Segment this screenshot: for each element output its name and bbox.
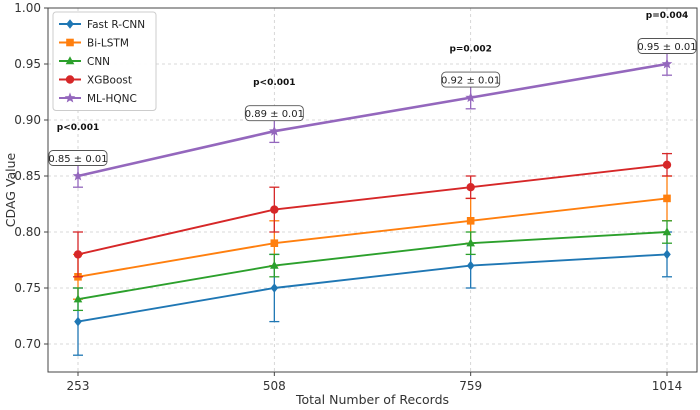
data-point	[270, 239, 279, 247]
series-layer	[72, 52, 673, 356]
data-point	[466, 217, 475, 225]
plot-frame	[47, 7, 698, 373]
data-point	[662, 227, 672, 236]
annotation-layer: 0.85 ± 0.01 p<0.001 0.89 ± 0.01 p<0.001 0.92…	[48, 11, 697, 166]
legend-marker	[64, 92, 76, 103]
p-value-label: p<0.001	[253, 78, 295, 88]
data-point	[466, 183, 475, 192]
series-line	[77, 231, 668, 301]
series-line	[77, 62, 668, 178]
legend-label: XGBoost	[87, 75, 132, 87]
annotation-box	[441, 71, 501, 88]
legend-marker	[66, 19, 74, 29]
series-line	[77, 163, 668, 256]
y-tick-label: 0.85	[14, 169, 41, 183]
data-point	[72, 170, 84, 181]
tick-layer: 0.70 0.75 0.80 0.85 0.90 0.95 1.00 253 508 759 101…	[14, 1, 682, 393]
value-annotation: 0.92 ± 0.01	[441, 71, 501, 88]
data-point	[465, 92, 476, 103]
annotation-box	[637, 38, 697, 54]
legend-item: CNN	[59, 56, 110, 68]
series-xgboost	[73, 152, 672, 278]
legend: Fast R-CNN Bi-LSTM CNN XGBoost ML-HQNC	[52, 11, 157, 111]
value-annotation: 0.95 ± 0.01	[637, 38, 697, 54]
data-point	[269, 125, 280, 136]
data-point	[74, 316, 82, 327]
legend-item: ML-HQNC	[59, 92, 137, 105]
data-point	[661, 58, 673, 69]
legend-label: CNN	[87, 56, 110, 68]
legend-item: Bi-LSTM	[59, 38, 129, 50]
legend-item: Fast R-CNN	[59, 19, 145, 31]
data-point	[662, 160, 672, 169]
legend-marker	[65, 56, 75, 65]
series-line	[77, 197, 668, 278]
annotation-box	[244, 105, 304, 122]
data-point	[466, 260, 475, 271]
legend-label: ML-HQNC	[87, 93, 137, 105]
p-value-label: p=0.002	[449, 45, 491, 55]
x-tick-label: 508	[263, 379, 286, 393]
annotation-box	[48, 150, 108, 166]
value-annotation: 0.85 ± 0.01	[48, 150, 108, 166]
legend-item: XGBoost	[59, 75, 132, 87]
x-tick-label: 759	[459, 379, 482, 393]
data-point	[270, 260, 279, 269]
series-line	[77, 253, 668, 323]
legend-box	[52, 11, 157, 111]
data-point	[73, 294, 83, 303]
data-point	[270, 205, 279, 214]
x-tick-label: 253	[67, 379, 90, 393]
series-fast-r-cnn	[73, 231, 672, 356]
value-annotation: 0.89 ± 0.01	[244, 105, 304, 122]
series-cnn	[73, 220, 672, 312]
data-point	[466, 238, 475, 247]
annotation-label: 0.95 ± 0.01	[637, 42, 696, 53]
x-tick-label: 1014	[652, 379, 683, 393]
data-point	[663, 249, 671, 260]
legend-label: Bi-LSTM	[87, 38, 129, 50]
data-point	[663, 194, 671, 203]
legend-marker	[65, 75, 75, 84]
y-tick-label: 0.70	[14, 337, 41, 351]
y-axis-title: CDAG Value	[3, 152, 18, 227]
y-tick-label: 0.80	[14, 225, 41, 239]
data-point	[270, 283, 279, 293]
series-ml-hqnc	[72, 52, 673, 188]
annotation-label: 0.85 ± 0.01	[48, 154, 107, 165]
y-tick-label: 0.75	[14, 281, 41, 295]
data-point	[73, 250, 83, 259]
y-tick-label: 1.00	[14, 1, 41, 15]
annotation-label: 0.89 ± 0.01	[245, 109, 304, 120]
x-axis-title: Total Number of Records	[295, 392, 449, 407]
y-tick-label: 0.90	[14, 113, 41, 127]
y-tick-label: 0.95	[14, 57, 41, 71]
annotation-label: 0.92 ± 0.01	[441, 76, 500, 87]
legend-marker	[66, 38, 74, 47]
p-value-label: p<0.001	[57, 123, 99, 133]
p-value-label: p=0.004	[646, 11, 688, 21]
legend-label: Fast R-CNN	[87, 19, 145, 31]
